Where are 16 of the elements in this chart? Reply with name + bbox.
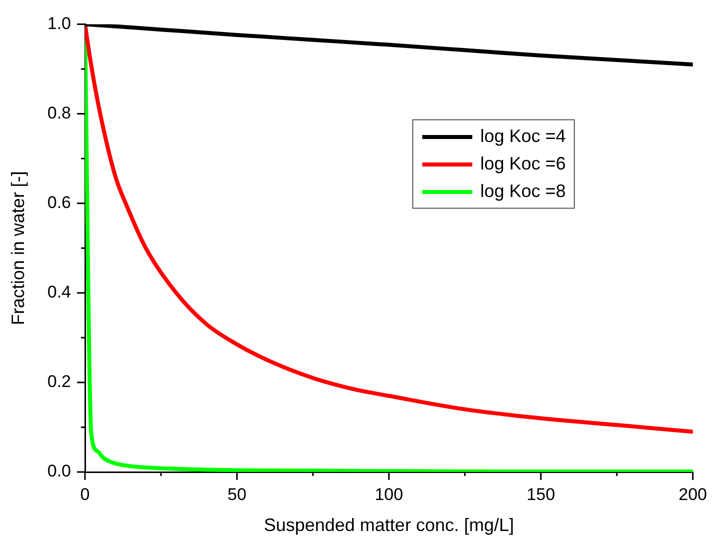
legend-label: log Koc =4 (480, 126, 566, 146)
y-tick-label: 1.0 (47, 14, 71, 33)
x-tick-label: 50 (227, 484, 246, 504)
y-tick-label: 0.2 (47, 372, 71, 392)
x-tick-label: 0 (80, 484, 90, 504)
y-axis-title: Fraction in water [-] (8, 171, 28, 326)
x-tick-label: 150 (526, 484, 556, 504)
y-tick-label: 0.8 (47, 103, 71, 122)
legend-label: log Koc =8 (480, 180, 566, 201)
y-tick-label: 0.0 (47, 462, 71, 481)
x-tick-label: 200 (678, 484, 708, 504)
legend-label: log Koc =6 (480, 153, 566, 174)
x-tick-label: 100 (374, 484, 404, 504)
y-tick-label: 0.6 (47, 193, 71, 212)
x-axis-title: Suspended matter conc. [mg/L] (264, 515, 514, 536)
y-tick-label: 0.4 (47, 282, 71, 302)
